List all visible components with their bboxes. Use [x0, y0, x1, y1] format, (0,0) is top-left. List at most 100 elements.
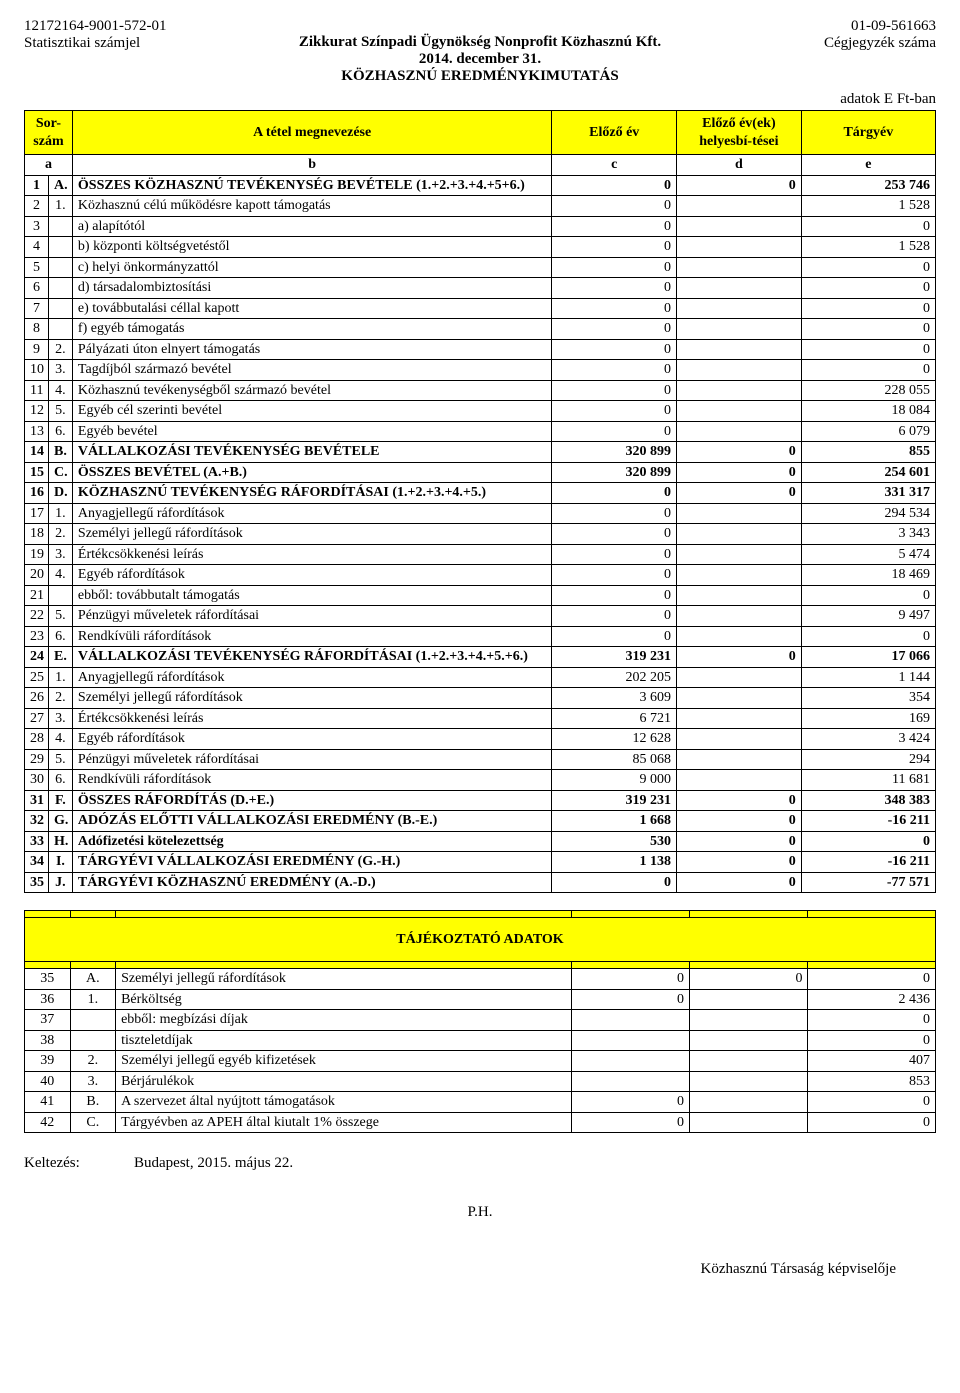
cell-curr: 6 079	[801, 421, 935, 442]
cell-corr	[677, 196, 802, 217]
table-row: 15C.ÖSSZES BEVÉTEL (A.+B.)320 8990254 60…	[25, 462, 936, 483]
cell-prev: 0	[552, 872, 677, 893]
report-date: 2014. december 31.	[24, 51, 936, 68]
cell-corr	[677, 257, 802, 278]
cell-corr: 0	[677, 852, 802, 873]
cell-mark: 1.	[48, 196, 72, 217]
cell-prev: 0	[552, 237, 677, 258]
cell-mark: B.	[48, 442, 72, 463]
cell-curr: 2 436	[808, 989, 936, 1010]
keltezes-label: Keltezés:	[24, 1155, 134, 1172]
table-row: 31F.ÖSSZES RÁFORDÍTÁS (D.+E.)319 2310348…	[25, 790, 936, 811]
cell-prev: 0	[552, 626, 677, 647]
table-row: 34I.TÁRGYÉVI VÁLLALKOZÁSI EREDMÉNY (G.-H…	[25, 852, 936, 873]
cell-mark	[48, 298, 72, 319]
cell-prev	[571, 1071, 689, 1092]
cell-corr	[690, 1030, 808, 1051]
cell-title: ADÓZÁS ELŐTTI VÁLLALKOZÁSI EREDMÉNY (B.-…	[72, 811, 551, 832]
cell-curr: 0	[808, 1010, 936, 1031]
cell-curr: -16 211	[801, 852, 935, 873]
cell-num: 29	[25, 749, 49, 770]
cell-num: 12	[25, 401, 49, 422]
cell-prev: 0	[571, 1112, 689, 1133]
table-row: 225.Pénzügyi műveletek ráfordításai09 49…	[25, 606, 936, 627]
cell-curr: 0	[808, 1112, 936, 1133]
cell-corr: 0	[677, 811, 802, 832]
cell-title: Bérjárulékok	[116, 1071, 572, 1092]
cell-curr: 294 534	[801, 503, 935, 524]
cell-num: 31	[25, 790, 49, 811]
cell-curr: 294	[801, 749, 935, 770]
cell-mark	[48, 216, 72, 237]
cell-prev: 0	[552, 544, 677, 565]
cell-num: 9	[25, 339, 49, 360]
cell-mark: 1.	[48, 667, 72, 688]
cell-mark: C.	[48, 462, 72, 483]
cell-corr	[677, 401, 802, 422]
cell-mark	[48, 319, 72, 340]
cell-curr: 853	[808, 1071, 936, 1092]
cell-corr	[677, 708, 802, 729]
cell-num: 25	[25, 667, 49, 688]
info-hdr-top	[25, 911, 936, 918]
cell-prev: 1 138	[552, 852, 677, 873]
cell-mark: 3.	[70, 1071, 116, 1092]
cell-title: Pályázati úton elnyert támogatás	[72, 339, 551, 360]
cell-num: 23	[25, 626, 49, 647]
table-row: 103.Tagdíjból származó bevétel00	[25, 360, 936, 381]
info-table: TÁJÉKOZTATÓ ADATOK 35A.Személyi jellegű …	[24, 910, 936, 1133]
cell-num: 11	[25, 380, 49, 401]
cell-corr	[677, 626, 802, 647]
cell-prev: 0	[552, 606, 677, 627]
cell-title: TÁRGYÉVI VÁLLALKOZÁSI EREDMÉNY (G.-H.)	[72, 852, 551, 873]
cell-prev: 0	[552, 216, 677, 237]
table-row: 8f) egyéb támogatás00	[25, 319, 936, 340]
cell-prev: 530	[552, 831, 677, 852]
col-sor: Sor-szám	[25, 111, 73, 155]
table-row: 38tiszteletdíjak0	[25, 1030, 936, 1051]
cell-prev: 12 628	[552, 729, 677, 750]
cell-title: ÖSSZES RÁFORDÍTÁS (D.+E.)	[72, 790, 551, 811]
cell-title: tiszteletdíjak	[116, 1030, 572, 1051]
cell-curr: 1 144	[801, 667, 935, 688]
reg-label: Cégjegyzék száma	[824, 35, 936, 52]
cell-title: Értékcsökkenési leírás	[72, 708, 551, 729]
cell-curr: 1 528	[801, 237, 935, 258]
cell-curr: 407	[808, 1051, 936, 1072]
cell-title: Egyéb cél szerinti bevétel	[72, 401, 551, 422]
cell-num: 24	[25, 647, 49, 668]
cell-corr	[690, 1092, 808, 1113]
cell-prev: 6 721	[552, 708, 677, 729]
cell-mark: 3.	[48, 708, 72, 729]
cell-num: 42	[25, 1112, 71, 1133]
cell-title: VÁLLALKOZÁSI TEVÉKENYSÉG RÁFORDÍTÁSAI (1…	[72, 647, 551, 668]
cell-corr	[677, 216, 802, 237]
cell-corr	[677, 278, 802, 299]
cell-prev: 0	[552, 298, 677, 319]
cell-curr: 11 681	[801, 770, 935, 791]
table-row: 41B.A szervezet által nyújtott támogatás…	[25, 1092, 936, 1113]
cell-mark: 3.	[48, 544, 72, 565]
cell-curr: 855	[801, 442, 935, 463]
cell-title: e) továbbutalási céllal kapott	[72, 298, 551, 319]
cell-corr	[677, 339, 802, 360]
cell-title: Személyi jellegű ráfordítások	[72, 688, 551, 709]
cell-mark	[48, 257, 72, 278]
cell-curr: 228 055	[801, 380, 935, 401]
table-row: 24E.VÁLLALKOZÁSI TEVÉKENYSÉG RÁFORDÍTÁSA…	[25, 647, 936, 668]
col-elozo: Előző év	[552, 111, 677, 155]
cell-mark: A.	[70, 969, 116, 990]
cell-num: 28	[25, 729, 49, 750]
cell-curr: 253 746	[801, 175, 935, 196]
cell-title: A szervezet által nyújtott támogatások	[116, 1092, 572, 1113]
cell-corr	[677, 688, 802, 709]
cell-prev: 0	[552, 483, 677, 504]
signature-label: Közhasznú Társaság képviselője	[24, 1261, 936, 1278]
cell-title: Anyagjellegű ráfordítások	[72, 503, 551, 524]
cell-mark: 4.	[48, 565, 72, 586]
table-row: 306.Rendkívüli ráfordítások9 00011 681	[25, 770, 936, 791]
cell-corr	[677, 749, 802, 770]
cell-mark: 1.	[70, 989, 116, 1010]
cell-prev	[571, 1010, 689, 1031]
cell-prev: 0	[552, 257, 677, 278]
